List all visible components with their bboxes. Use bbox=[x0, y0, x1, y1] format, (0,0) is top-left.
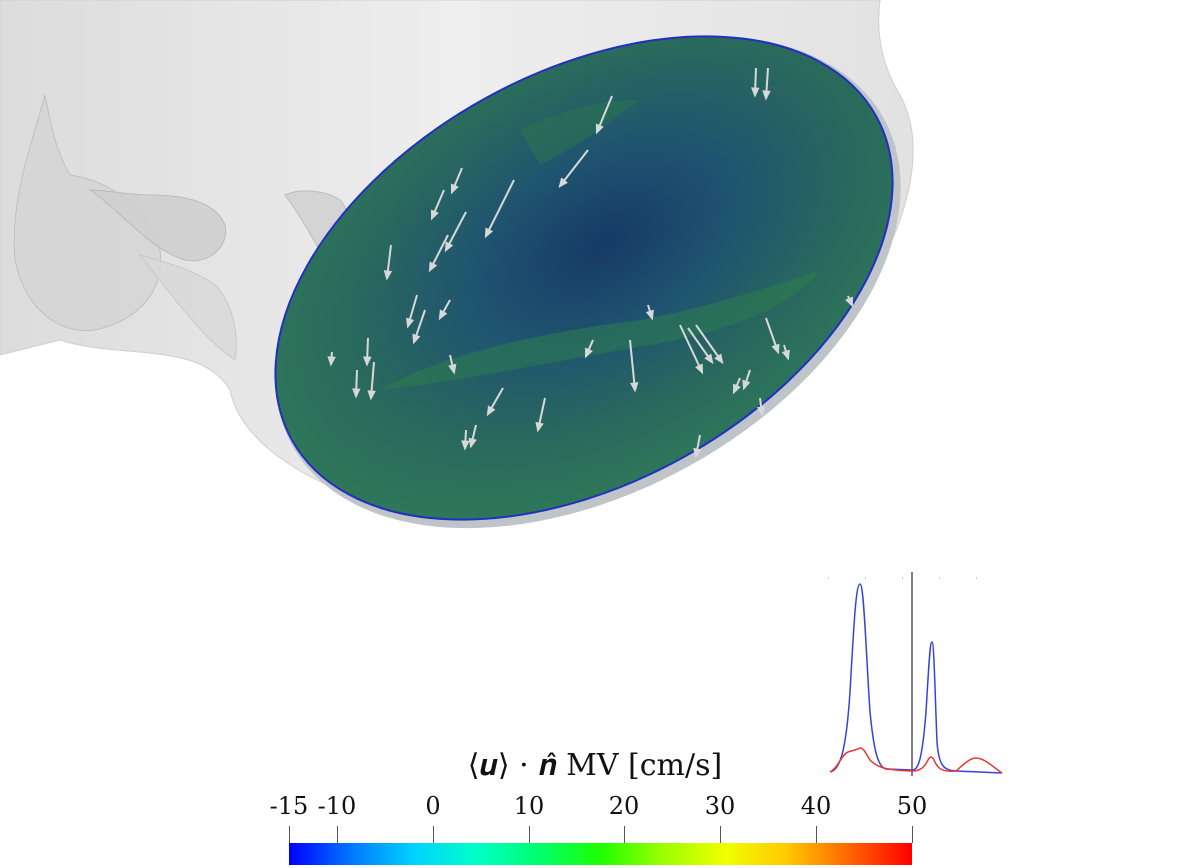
velocity-arrow bbox=[679, 324, 703, 373]
velocity-arrow-head bbox=[327, 356, 336, 367]
colorbar-tick-label: 30 bbox=[704, 792, 736, 820]
velocity-arrow-head bbox=[695, 363, 704, 375]
velocity-arrow-head bbox=[535, 421, 544, 433]
colorbar-tick bbox=[289, 826, 290, 843]
velocity-arrow-head bbox=[486, 405, 496, 417]
velocity-arrow bbox=[559, 149, 589, 187]
velocity-arrow-head bbox=[714, 353, 724, 365]
velocity-arrow-head bbox=[732, 383, 741, 395]
leaflet-fold-mid bbox=[88, 189, 227, 262]
velocity-arrow-head bbox=[756, 406, 766, 417]
velocity-arrows bbox=[327, 67, 854, 459]
colorbar bbox=[289, 843, 912, 865]
colorbar-tick-label: 0 bbox=[425, 792, 441, 820]
velocity-arrow-head bbox=[584, 347, 593, 359]
leaflet-shadow bbox=[138, 254, 237, 361]
colorbar-title: ⟨𝒖⟩ · 𝒏̂ MV [cm/s] bbox=[467, 748, 723, 783]
velocity-arrow-head bbox=[595, 123, 604, 135]
velocity-arrow-head bbox=[645, 309, 654, 321]
colorbar-tick bbox=[624, 826, 625, 843]
velocity-arrow-head bbox=[448, 363, 457, 375]
velocity-arrow-head bbox=[383, 270, 393, 281]
velocity-arrow-head bbox=[704, 353, 714, 365]
velocity-arrow-head bbox=[762, 90, 771, 101]
colorbar-tick-label: 20 bbox=[608, 792, 640, 820]
flow-curves-inset bbox=[828, 572, 1004, 776]
velocity-arrow-head bbox=[751, 87, 760, 98]
velocity-arrow-head bbox=[406, 317, 415, 329]
leaflet-fold-left bbox=[13, 94, 162, 332]
velocity-arrow-head bbox=[630, 382, 639, 393]
velocity-arrow bbox=[485, 179, 515, 237]
colorbar-tick bbox=[816, 826, 817, 843]
colorbar-tick-label: -10 bbox=[317, 792, 357, 820]
velocity-arrow-head bbox=[428, 261, 438, 273]
flow-band bbox=[380, 270, 820, 390]
colorbar-tick-label: 10 bbox=[513, 792, 545, 820]
velocity-arrow-head bbox=[484, 227, 494, 239]
flow-band-upper bbox=[520, 100, 640, 165]
velocity-arrow-head bbox=[352, 388, 361, 399]
colorbar-tick-label: -15 bbox=[269, 792, 309, 820]
velocity-arrow-head bbox=[412, 333, 421, 345]
valve-surface bbox=[274, 35, 894, 521]
colorbar-tick-label: 40 bbox=[800, 792, 832, 820]
velocity-arrow-head bbox=[367, 390, 376, 401]
velocity-arrow-head bbox=[461, 440, 470, 451]
velocity-arrow-head bbox=[430, 209, 439, 221]
velocity-arrow-head bbox=[444, 241, 454, 253]
velocity-arrow bbox=[629, 339, 636, 391]
velocity-arrow-head bbox=[438, 309, 448, 321]
valve-scene bbox=[0, 0, 914, 529]
colorbar-tick-label: 50 bbox=[896, 792, 928, 820]
colorbar-tick bbox=[337, 826, 338, 843]
velocity-arrow-head bbox=[845, 296, 854, 308]
velocity-arrow-head bbox=[693, 447, 702, 459]
velocity-arrow-head bbox=[558, 177, 568, 189]
colorbar-tick bbox=[529, 826, 530, 843]
velocity-arrow bbox=[695, 324, 723, 363]
colorbar-tick bbox=[433, 826, 434, 843]
inflow-curve-blue bbox=[829, 583, 1003, 774]
velocity-arrow-head bbox=[771, 343, 780, 355]
velocity-arrow-head bbox=[363, 356, 372, 367]
velocity-arrow-head bbox=[450, 183, 459, 195]
colorbar-tick bbox=[912, 826, 913, 843]
velocity-arrow-head bbox=[742, 379, 751, 391]
colorbar-tick bbox=[720, 826, 721, 843]
velocity-arrow-head bbox=[468, 437, 477, 449]
velocity-arrow-head bbox=[781, 349, 790, 361]
inflow-curve-red bbox=[829, 747, 1003, 774]
